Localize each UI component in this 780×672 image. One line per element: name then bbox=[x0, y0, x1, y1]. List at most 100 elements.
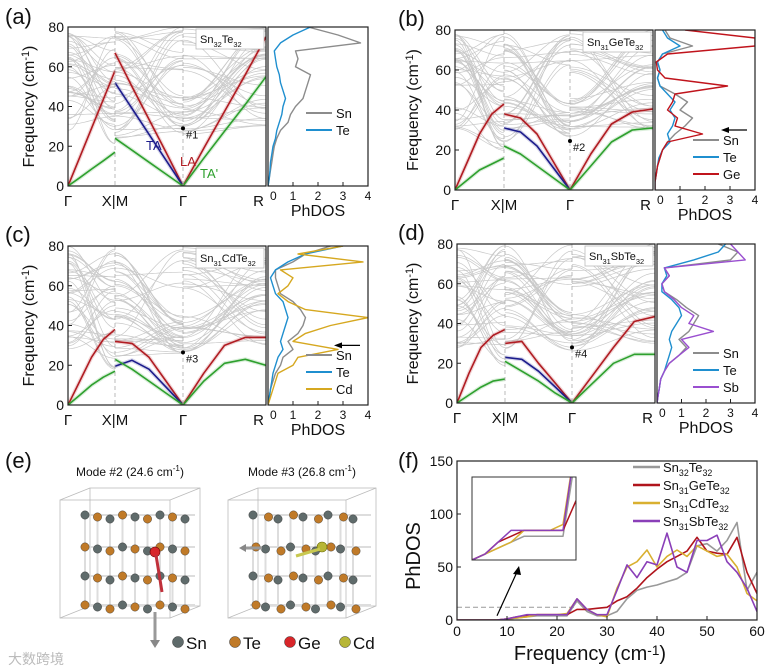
optical-band bbox=[182, 72, 266, 107]
optical-band bbox=[114, 264, 184, 318]
y-axis-label: PhDOS bbox=[403, 522, 425, 590]
y-tick-label: 0 bbox=[445, 612, 453, 628]
optical-band bbox=[182, 294, 266, 329]
atom-Sn bbox=[336, 602, 345, 612]
optical-band bbox=[68, 35, 116, 63]
phdos-plot-area bbox=[268, 27, 362, 186]
y-tick-label: 0 bbox=[445, 395, 453, 411]
y-tick-label: 80 bbox=[435, 22, 451, 38]
optical-band bbox=[503, 106, 571, 127]
optical-band bbox=[571, 286, 655, 344]
legend-label: Te bbox=[336, 123, 350, 138]
optical-band bbox=[68, 246, 116, 303]
optical-band bbox=[114, 93, 184, 119]
optical-band bbox=[182, 287, 266, 349]
acoustic-branch-LA bbox=[114, 340, 184, 405]
optical-band bbox=[114, 65, 184, 98]
title-box bbox=[582, 31, 652, 53]
optical-band bbox=[114, 31, 184, 53]
atom-Te bbox=[168, 512, 177, 522]
optical-band bbox=[114, 294, 184, 337]
optical-band bbox=[455, 76, 505, 107]
optical-band bbox=[68, 76, 116, 131]
panel-title: Sn32Te32 bbox=[200, 34, 242, 49]
optical-band bbox=[503, 74, 571, 113]
optical-band bbox=[114, 321, 184, 342]
optical-band bbox=[182, 284, 266, 338]
arrow-head-icon bbox=[239, 544, 246, 552]
optical-band bbox=[505, 332, 572, 337]
acoustic-branch-glow bbox=[570, 352, 655, 403]
optical-band bbox=[68, 86, 116, 127]
optical-band bbox=[455, 59, 505, 80]
inset-arrow-icon bbox=[513, 566, 521, 575]
atom-Sn bbox=[248, 571, 258, 581]
optical-band bbox=[504, 113, 570, 117]
optical-band bbox=[114, 324, 184, 349]
y-tick-label: 20 bbox=[48, 138, 64, 154]
inset-series-3 bbox=[472, 477, 572, 560]
optical-band bbox=[114, 311, 184, 342]
optical-band bbox=[114, 297, 184, 353]
atom-Te bbox=[93, 512, 102, 522]
atom-Sn bbox=[168, 544, 177, 554]
optical-band bbox=[114, 334, 184, 348]
y-tick-label: 100 bbox=[430, 506, 454, 522]
optical-band bbox=[68, 64, 116, 79]
atom-Sn bbox=[286, 600, 295, 610]
kpoint-label: R bbox=[253, 412, 264, 429]
atom-Sn bbox=[80, 571, 90, 581]
optical-band bbox=[457, 255, 506, 278]
optical-band bbox=[457, 250, 506, 306]
kpoint-label: X|M bbox=[492, 410, 518, 427]
atom-Sn bbox=[298, 512, 308, 522]
acoustic-branch-TA bbox=[504, 356, 573, 403]
phdos-plot-area bbox=[657, 244, 746, 403]
kpoint-label: Γ bbox=[64, 412, 72, 429]
x-tick-label: 2 bbox=[315, 189, 322, 203]
optical-band bbox=[182, 283, 266, 301]
optical-band bbox=[504, 114, 570, 120]
optical-band bbox=[503, 120, 571, 129]
optical-band bbox=[504, 267, 573, 313]
optical-band bbox=[569, 66, 653, 96]
cell-edge bbox=[169, 487, 201, 501]
acoustic-branch-LA bbox=[503, 113, 571, 190]
optical-band bbox=[457, 264, 506, 277]
optical-band bbox=[455, 34, 505, 55]
optical-band bbox=[455, 34, 505, 120]
x-tick-label: 1 bbox=[678, 406, 685, 420]
optical-band bbox=[503, 37, 571, 115]
optical-band bbox=[114, 37, 184, 97]
optical-band bbox=[457, 257, 506, 282]
x-tick-label: 1 bbox=[290, 189, 297, 203]
kpoint-label: Γ bbox=[64, 193, 72, 210]
optical-band bbox=[457, 282, 506, 315]
optical-band bbox=[114, 271, 184, 322]
crystal-structure-mode-2: Mode #2 (24.6 cm-1) bbox=[59, 464, 201, 648]
optical-band bbox=[503, 50, 571, 105]
optical-band bbox=[182, 65, 266, 97]
atom-Sn bbox=[298, 573, 308, 583]
panel-label: (d) bbox=[398, 220, 425, 245]
optical-band bbox=[504, 271, 573, 320]
optical-band bbox=[457, 339, 505, 346]
optical-band bbox=[504, 312, 573, 348]
optical-band bbox=[504, 299, 573, 337]
atom-Te bbox=[143, 575, 152, 585]
atom-Sn bbox=[323, 510, 333, 520]
panel-e: (e) Mode #2 (24.6 cm-1) Mode #3 (26.8 cm-1… bbox=[5, 448, 377, 653]
optical-band bbox=[114, 32, 184, 128]
acoustic-branch-LA bbox=[182, 36, 266, 186]
optical-band bbox=[182, 340, 266, 345]
optical-band bbox=[457, 299, 506, 356]
acoustic-branch-LA bbox=[571, 315, 655, 403]
optical-band bbox=[68, 54, 116, 85]
acoustic-branch-TAp bbox=[68, 151, 116, 186]
x-tick-label: 0 bbox=[657, 193, 664, 207]
optical-band bbox=[571, 280, 655, 344]
optical-band bbox=[183, 107, 266, 119]
x-axis-label: PhDOS bbox=[291, 422, 345, 439]
x-axis-label: Frequency (cm-1) bbox=[514, 643, 666, 665]
optical-band bbox=[457, 260, 506, 276]
